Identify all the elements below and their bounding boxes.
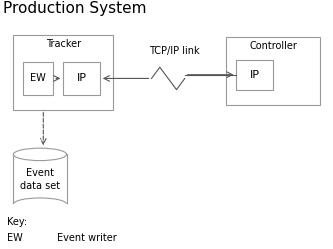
Ellipse shape [13, 198, 67, 210]
Text: TCP/IP link: TCP/IP link [150, 46, 200, 56]
Text: EW: EW [30, 73, 46, 83]
Text: Event writer: Event writer [57, 233, 116, 243]
Bar [12, 204, 68, 212]
Ellipse shape [13, 148, 67, 161]
Text: Controller: Controller [249, 41, 297, 51]
Text: IP: IP [77, 73, 87, 83]
Bar [13, 35, 113, 110]
Text: Key:: Key: [7, 217, 27, 227]
Bar [23, 62, 53, 95]
Bar [236, 60, 273, 90]
Text: EW: EW [7, 233, 22, 243]
Text: Event
data set: Event data set [20, 168, 60, 191]
Bar [63, 62, 100, 95]
Text: Tracker: Tracker [46, 39, 81, 49]
Text: Production System: Production System [3, 1, 147, 16]
Bar [226, 37, 320, 105]
Text: IP: IP [250, 70, 260, 80]
